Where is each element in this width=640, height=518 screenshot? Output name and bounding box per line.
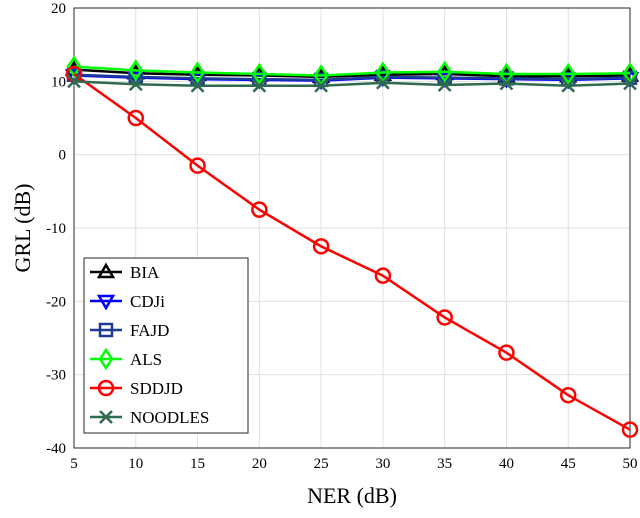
legend-box [83, 257, 249, 434]
legend-label: SDDJD [130, 379, 183, 398]
marker-circle [374, 267, 392, 284]
x-tick-label: 45 [561, 456, 576, 472]
legend-item: FAJD [90, 321, 169, 340]
x-axis-label: NER (dB) [307, 483, 397, 508]
series-line [73, 65, 631, 77]
legend-label: FAJD [130, 321, 169, 340]
marker-x [437, 78, 452, 92]
y-axis-label: GRL (dB) [10, 183, 35, 272]
legend-label: CDJi [130, 292, 165, 311]
legend-item: ALS [90, 347, 162, 371]
marker-triangle-down [188, 72, 207, 89]
marker-x [99, 410, 113, 424]
marker-diamond [560, 62, 576, 86]
marker-x [190, 78, 205, 93]
marker-circle [251, 201, 268, 218]
y-tick-label: -10 [46, 221, 66, 237]
marker-circle [621, 421, 639, 438]
marker-circle [97, 379, 115, 397]
series-line [73, 68, 631, 79]
marker-circle [498, 344, 515, 361]
marker-triangle-down [126, 71, 145, 88]
legend-item: CDJi [90, 292, 165, 311]
marker-x [128, 77, 143, 92]
legend-item: BIA [90, 262, 160, 282]
series-noodles [67, 74, 637, 93]
marker-circle [189, 157, 206, 174]
y-tick-label: 20 [51, 1, 66, 17]
x-tick-label: 10 [128, 456, 143, 472]
x-tick-label: 20 [252, 456, 267, 472]
marker-x [252, 78, 267, 93]
x-tick-label: 30 [375, 456, 390, 472]
legend-label: NOODLES [130, 408, 209, 427]
y-tick-label: 0 [59, 148, 67, 164]
series-sddjd [65, 65, 639, 438]
marker-x [376, 75, 390, 90]
marker-circle [436, 309, 453, 326]
x-tick-label: 5 [70, 456, 78, 472]
marker-square [98, 322, 114, 338]
series-line [73, 80, 631, 87]
marker-x [314, 78, 328, 93]
legend-label: BIA [130, 263, 160, 282]
plot-border [73, 7, 631, 449]
marker-diamond [190, 61, 206, 84]
y-tick-label: 10 [51, 74, 66, 90]
marker-diamond [437, 60, 453, 84]
series-line [73, 72, 631, 431]
marker-diamond [128, 59, 144, 82]
marker-x [623, 76, 637, 91]
marker-circle [559, 386, 577, 404]
marker-diamond [66, 55, 82, 78]
marker-triangle-up [96, 262, 116, 279]
marker-x [499, 76, 514, 91]
legend-label: ALS [130, 350, 162, 369]
x-tick-label: 50 [623, 456, 638, 472]
series-line [73, 73, 631, 82]
legend: BIA CDJi FAJD ALS SDDJD NOODLES [83, 257, 249, 434]
legend-item: NOODLES [90, 408, 209, 427]
y-tick-label: -40 [46, 441, 66, 457]
marker-triangle-down [96, 294, 116, 311]
x-tick-label: 15 [190, 456, 205, 472]
legend-item: SDDJD [90, 379, 183, 398]
x-tick-label: 40 [499, 456, 514, 472]
marker-x [67, 74, 81, 89]
marker-triangle-down [435, 72, 454, 88]
marker-circle [127, 109, 145, 127]
y-tick-label: -20 [46, 294, 66, 310]
y-tick-label: -30 [46, 368, 66, 384]
x-tick-label: 35 [437, 456, 452, 472]
marker-diamond [98, 347, 114, 371]
marker-circle [312, 238, 330, 255]
marker-diamond [251, 62, 267, 86]
marker-x [561, 78, 576, 93]
x-tick-label: 25 [314, 456, 329, 472]
